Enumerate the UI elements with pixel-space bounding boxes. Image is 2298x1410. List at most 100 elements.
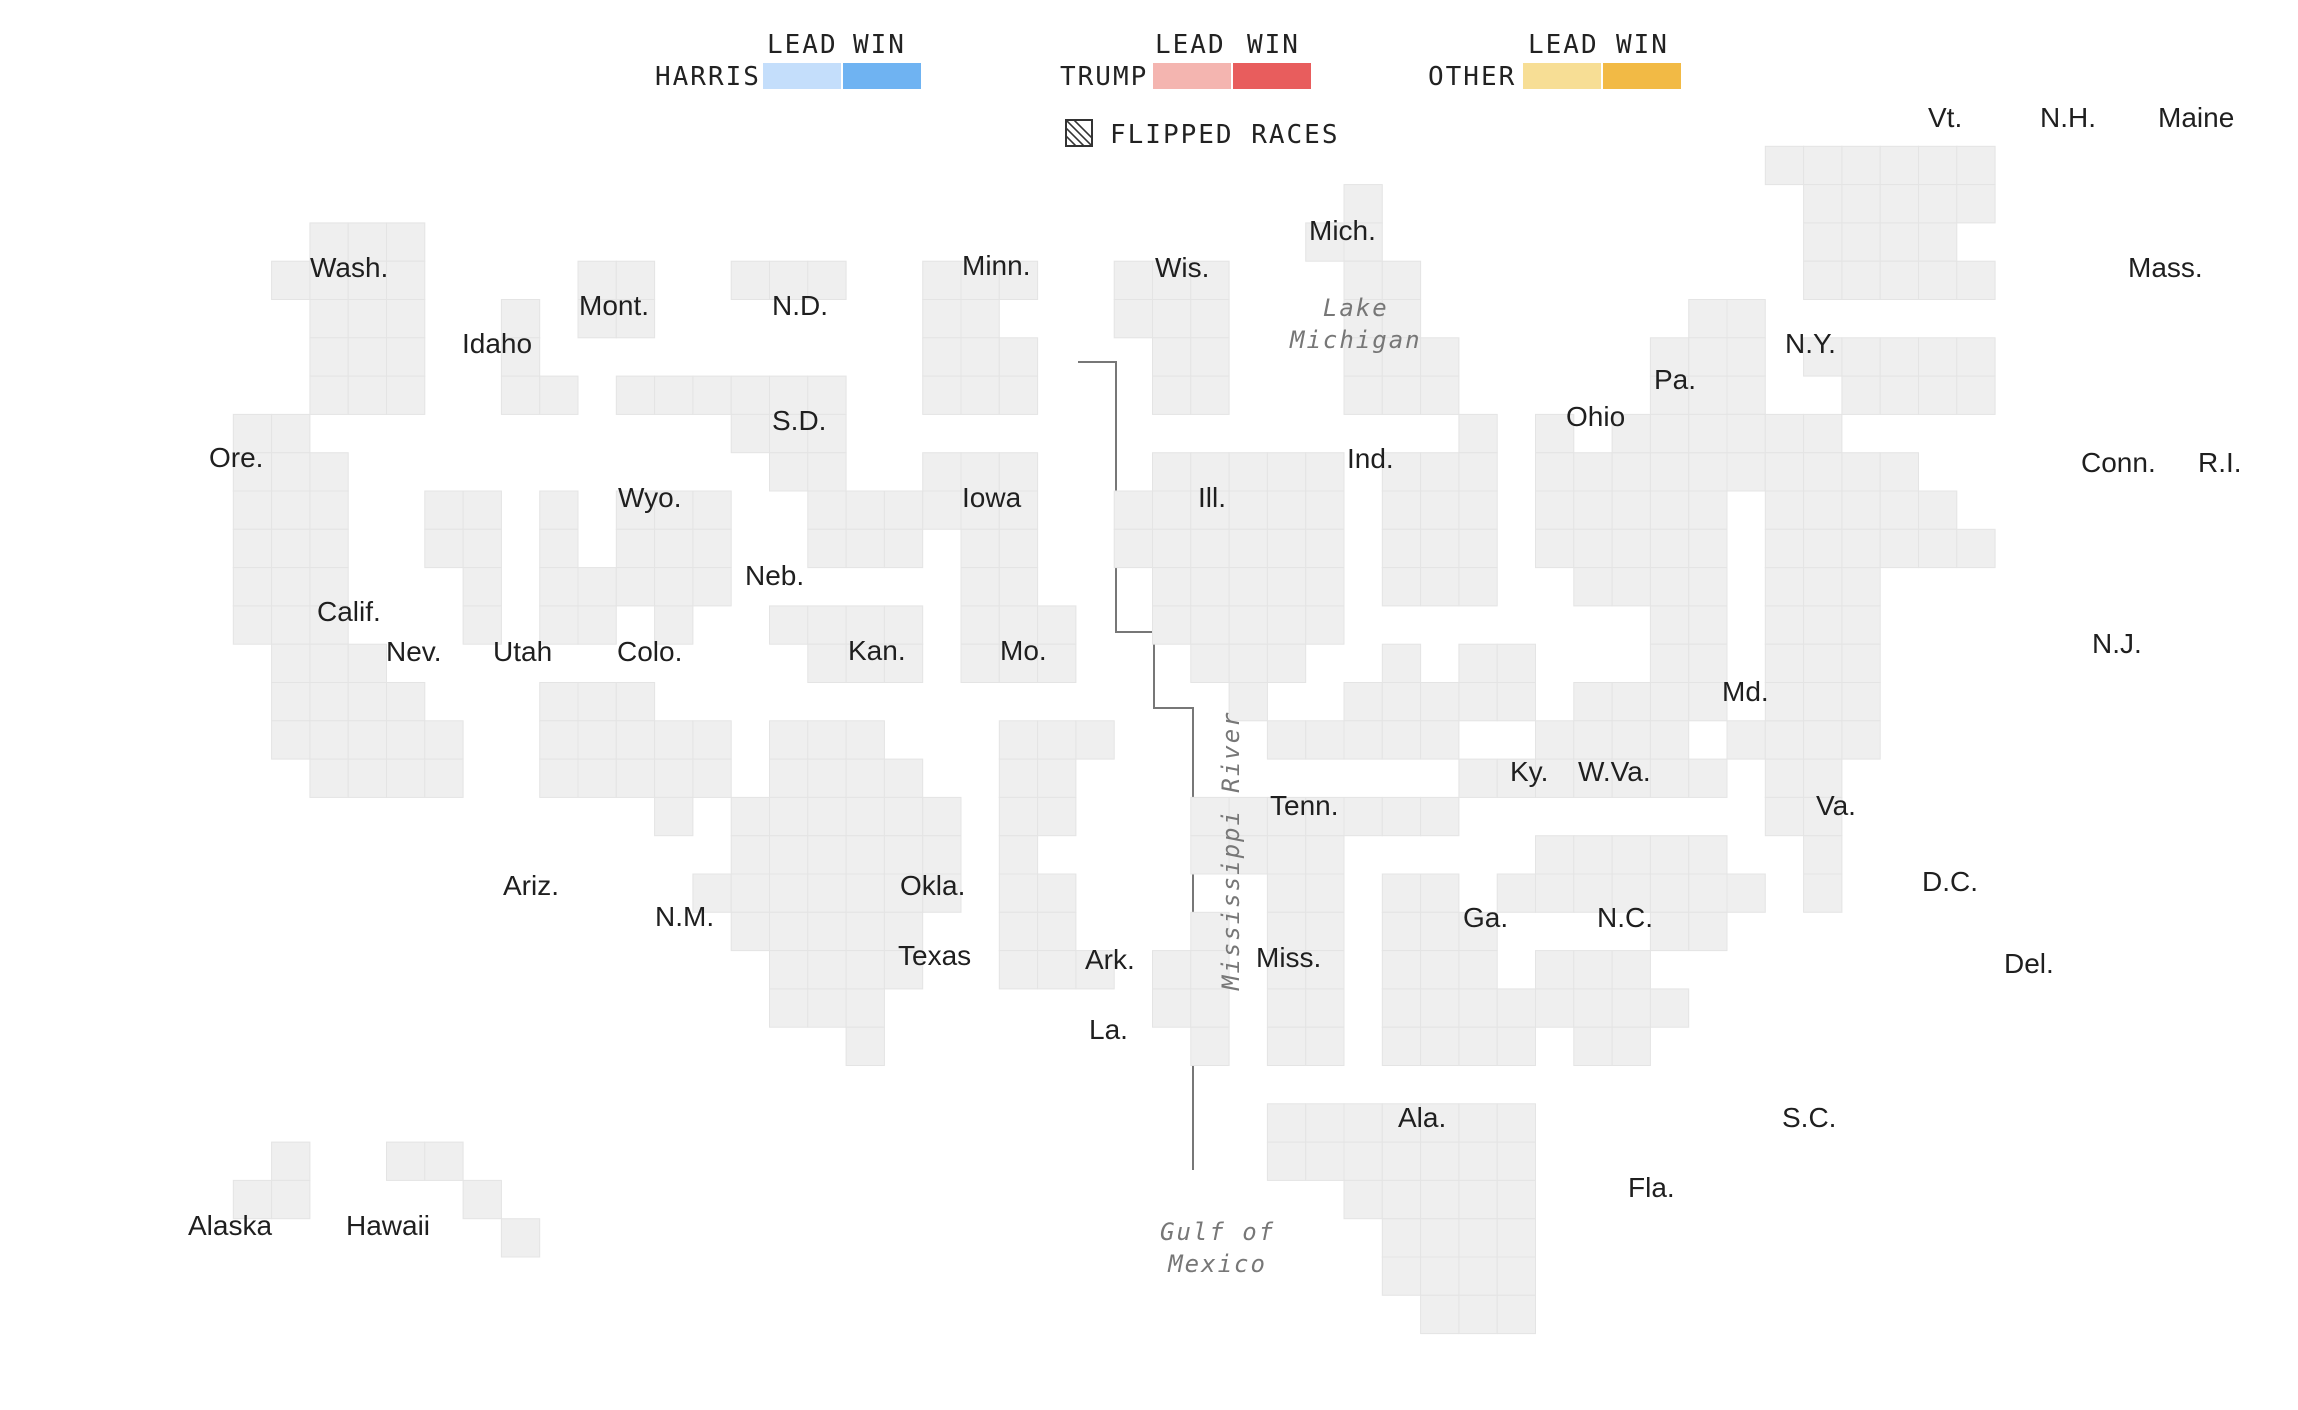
state-ms[interactable]: [1152, 911, 1230, 1066]
state-tile[interactable]: [769, 835, 809, 875]
state-ks[interactable]: [807, 490, 924, 569]
state-tile[interactable]: [1611, 452, 1651, 492]
state-tile[interactable]: [271, 260, 311, 301]
state-tile[interactable]: [1037, 720, 1077, 760]
state-tile[interactable]: [1879, 260, 1919, 301]
state-tile[interactable]: [500, 299, 541, 339]
state-tile[interactable]: [1381, 796, 1422, 837]
state-mo[interactable]: [960, 528, 1077, 684]
state-tile[interactable]: [1458, 1141, 1498, 1181]
state-tile[interactable]: [577, 605, 617, 645]
state-tile[interactable]: [1420, 720, 1460, 760]
state-tile[interactable]: [1266, 873, 1307, 913]
state-tile[interactable]: [1305, 720, 1345, 760]
state-tile[interactable]: [1458, 452, 1498, 492]
state-tx[interactable]: [692, 720, 962, 1066]
state-tile[interactable]: [807, 758, 847, 798]
state-ky[interactable]: [1266, 643, 1460, 760]
state-tile[interactable]: [1266, 1026, 1307, 1066]
state-tile[interactable]: [232, 1179, 273, 1220]
state-tile[interactable]: [807, 452, 847, 492]
state-nv[interactable]: [424, 490, 502, 645]
state-tile[interactable]: [1190, 567, 1230, 607]
state-tile[interactable]: [1381, 643, 1422, 684]
state-tile[interactable]: [1266, 911, 1307, 952]
state-tile[interactable]: [271, 605, 311, 645]
state-tile[interactable]: [1305, 605, 1345, 645]
state-va[interactable]: [1458, 682, 1728, 798]
state-tile[interactable]: [424, 490, 464, 530]
state-tile[interactable]: [998, 605, 1039, 645]
state-tile[interactable]: [1496, 682, 1536, 722]
state-tile[interactable]: [271, 567, 311, 607]
state-tile[interactable]: [1343, 375, 1383, 415]
state-tile[interactable]: [998, 796, 1039, 837]
state-tile[interactable]: [1688, 873, 1728, 913]
state-tile[interactable]: [845, 528, 885, 569]
state-tile[interactable]: [577, 720, 617, 760]
state-tile[interactable]: [615, 260, 656, 301]
state-tile[interactable]: [539, 758, 579, 798]
state-tile[interactable]: [424, 720, 464, 760]
state-tile[interactable]: [654, 605, 694, 645]
state-or[interactable]: [309, 337, 426, 415]
state-tile[interactable]: [1688, 452, 1728, 492]
state-hi[interactable]: [386, 1141, 541, 1258]
state-tile[interactable]: [807, 796, 847, 837]
state-tile[interactable]: [1879, 452, 1919, 492]
state-tile[interactable]: [1381, 452, 1422, 492]
state-wi[interactable]: [1113, 260, 1230, 415]
state-ia[interactable]: [922, 452, 1039, 530]
state-tile[interactable]: [769, 950, 809, 990]
state-tile[interactable]: [347, 720, 388, 760]
state-tile[interactable]: [1305, 490, 1345, 530]
state-tile[interactable]: [1152, 260, 1192, 301]
state-tile[interactable]: [1688, 337, 1728, 377]
state-tile[interactable]: [998, 911, 1039, 952]
state-tile[interactable]: [1228, 835, 1268, 875]
state-tile[interactable]: [1879, 337, 1919, 377]
state-tile[interactable]: [1190, 299, 1230, 339]
state-tile[interactable]: [730, 375, 771, 415]
state-tile[interactable]: [1611, 528, 1651, 569]
state-tile[interactable]: [500, 1218, 541, 1258]
state-tile[interactable]: [1573, 452, 1613, 492]
state-ne_corridor[interactable]: [1726, 413, 1996, 569]
state-tile[interactable]: [1688, 299, 1728, 339]
state-tile[interactable]: [730, 911, 771, 952]
state-ri[interactable]: [1918, 337, 1996, 415]
state-tile[interactable]: [654, 796, 694, 837]
state-tile[interactable]: [1803, 528, 1843, 569]
state-tile[interactable]: [1879, 375, 1919, 415]
state-tile[interactable]: [1611, 413, 1651, 454]
state-tile[interactable]: [807, 950, 847, 990]
state-tile[interactable]: [1649, 720, 1690, 760]
state-tile[interactable]: [1496, 1218, 1536, 1258]
state-tile[interactable]: [1918, 145, 1958, 186]
state-tile[interactable]: [1190, 988, 1230, 1028]
state-tile[interactable]: [883, 490, 924, 530]
state-tile[interactable]: [1228, 528, 1268, 569]
state-tile[interactable]: [386, 260, 426, 301]
state-tile[interactable]: [883, 643, 924, 684]
state-tile[interactable]: [1381, 988, 1422, 1028]
state-tile[interactable]: [1190, 643, 1230, 684]
state-tile[interactable]: [807, 605, 847, 645]
state-tile[interactable]: [1611, 950, 1651, 990]
state-tile[interactable]: [1573, 1026, 1613, 1066]
state-tile[interactable]: [1152, 605, 1192, 645]
state-tile[interactable]: [960, 605, 1000, 645]
state-tile[interactable]: [539, 720, 579, 760]
state-tile[interactable]: [769, 988, 809, 1028]
state-mn[interactable]: [922, 260, 1039, 415]
state-tile[interactable]: [271, 1141, 311, 1181]
state-tile[interactable]: [462, 1179, 502, 1220]
state-tile[interactable]: [1420, 337, 1460, 377]
state-tile[interactable]: [807, 528, 847, 569]
state-co[interactable]: [615, 490, 732, 645]
state-tile[interactable]: [1228, 643, 1268, 684]
state-nd[interactable]: [730, 260, 847, 301]
state-tile[interactable]: [1573, 950, 1613, 990]
state-tile[interactable]: [1343, 1103, 1383, 1143]
state-tile[interactable]: [232, 452, 273, 492]
